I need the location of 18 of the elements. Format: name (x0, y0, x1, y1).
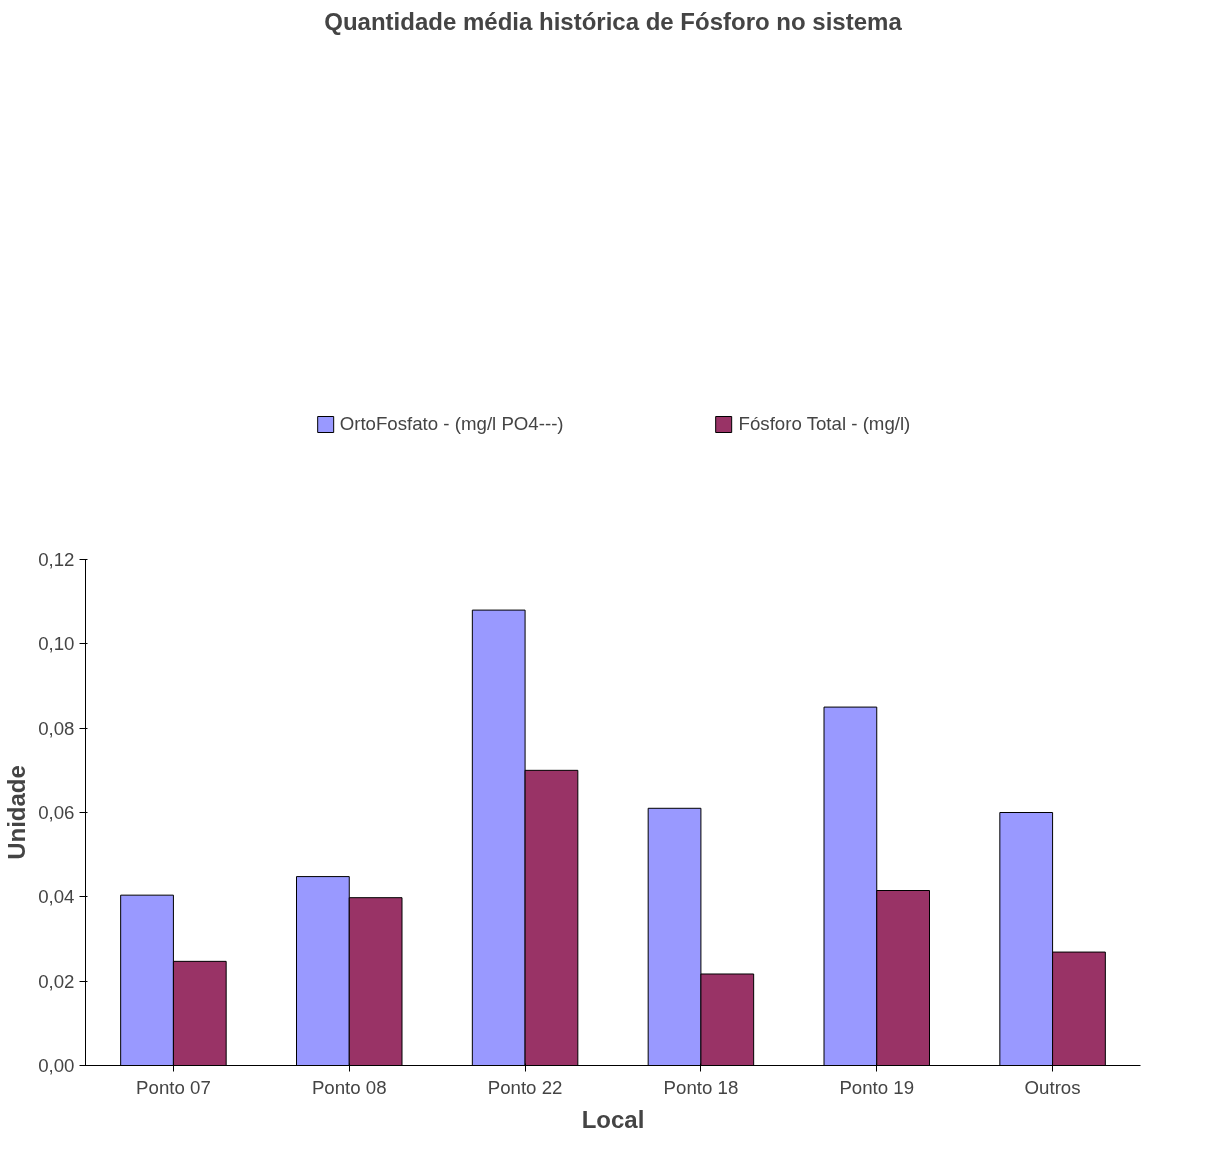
x-tick-label: Ponto 22 (487, 1076, 563, 1098)
y-tick-label: 0,00 (38, 1055, 75, 1076)
y-tick-label: 0,10 (38, 633, 75, 655)
legend-label: OrtoFosfato - (mg/l PO4---) (339, 412, 564, 435)
x-axis-title: Local (581, 1105, 645, 1133)
x-tick-label: Ponto 18 (663, 1076, 739, 1098)
y-tick-label: 0,04 (38, 886, 75, 908)
x-tick-label: Ponto 19 (839, 1076, 915, 1098)
y-tick-label: 0,08 (38, 717, 75, 739)
x-tick-label: Ponto 07 (136, 1076, 211, 1098)
legend-label: Fósforo Total - (mg/l) (738, 412, 911, 435)
chart-title: Quantidade média histórica de Fósforo no sistema (324, 7, 903, 35)
x-tick-label: Ponto 08 (311, 1076, 387, 1098)
y-tick-label: 0,02 (38, 970, 75, 992)
y-tick-label: 0,12 (38, 549, 75, 570)
y-axis-title: Unidade (3, 765, 31, 860)
y-tick-label: 0,06 (38, 802, 75, 823)
x-tick-label: Outros (1024, 1076, 1081, 1098)
